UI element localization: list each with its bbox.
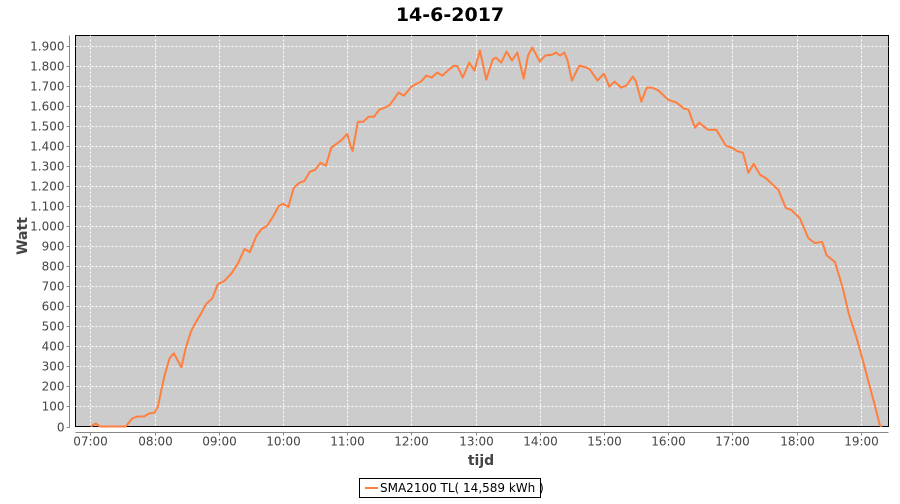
y-tick-label: 1.300 [30, 160, 64, 174]
x-axis: 07:00 08:00 09:00 10:00 11:00 12:00 13:00 14:00… [73, 432, 889, 449]
x-axis-label: tijd [468, 453, 494, 469]
x-tick-label: 15:00 [587, 435, 622, 449]
x-tick-label: 08:00 [138, 435, 173, 449]
x-tick-label: 17:00 [715, 435, 750, 449]
x-tick-label: 18:00 [780, 435, 815, 449]
y-tick-label: 200 [42, 380, 65, 394]
x-tick-label: 10:00 [266, 435, 301, 449]
y-tick-label: 900 [42, 240, 65, 254]
y-tick-label: 700 [42, 280, 65, 294]
y-tick-label: 0 [57, 421, 65, 435]
x-tick-label: 19:00 [844, 435, 879, 449]
x-tick-label: 07:00 [73, 435, 108, 449]
legend: SMA2100 TL( 14,589 kWh ) [359, 478, 544, 498]
legend-label: SMA2100 TL( 14,589 kWh ) [380, 481, 544, 495]
x-tick-label: 16:00 [651, 435, 686, 449]
y-axis-label: Watt [15, 217, 31, 255]
y-tick-label: 1.400 [30, 140, 64, 154]
y-tick-label: 1.800 [30, 60, 64, 74]
x-tick-label: 13:00 [459, 435, 494, 449]
x-tick-label: 09:00 [202, 435, 237, 449]
y-tick-label: 1.900 [30, 40, 64, 54]
y-tick-label: 400 [42, 340, 65, 354]
y-axis: 0 100 200 300 400 500 600 700 800 900 1.000 1.100 1.… [30, 35, 70, 435]
y-tick-label: 500 [42, 320, 65, 334]
x-tick-label: 12:00 [394, 435, 429, 449]
series-line [90, 46, 883, 428]
y-tick-label: 1.700 [30, 80, 64, 94]
y-tick-label: 1.600 [30, 100, 64, 114]
y-tick-label: 1.200 [30, 180, 64, 194]
x-tick-label: 11:00 [330, 435, 365, 449]
plot-area [75, 35, 889, 427]
y-tick-label: 100 [42, 400, 65, 414]
x-tick-label: 14:00 [523, 435, 558, 449]
y-tick-label: 1.100 [30, 200, 64, 214]
y-tick-label: 300 [42, 360, 65, 374]
y-tick-label: 1.000 [30, 220, 64, 234]
chart-title: 14-6-2017 [396, 4, 504, 26]
y-tick-label: 800 [42, 260, 65, 274]
legend-box [359, 478, 541, 498]
y-tick-label: 600 [42, 300, 65, 314]
y-tick-label: 1.500 [30, 120, 64, 134]
